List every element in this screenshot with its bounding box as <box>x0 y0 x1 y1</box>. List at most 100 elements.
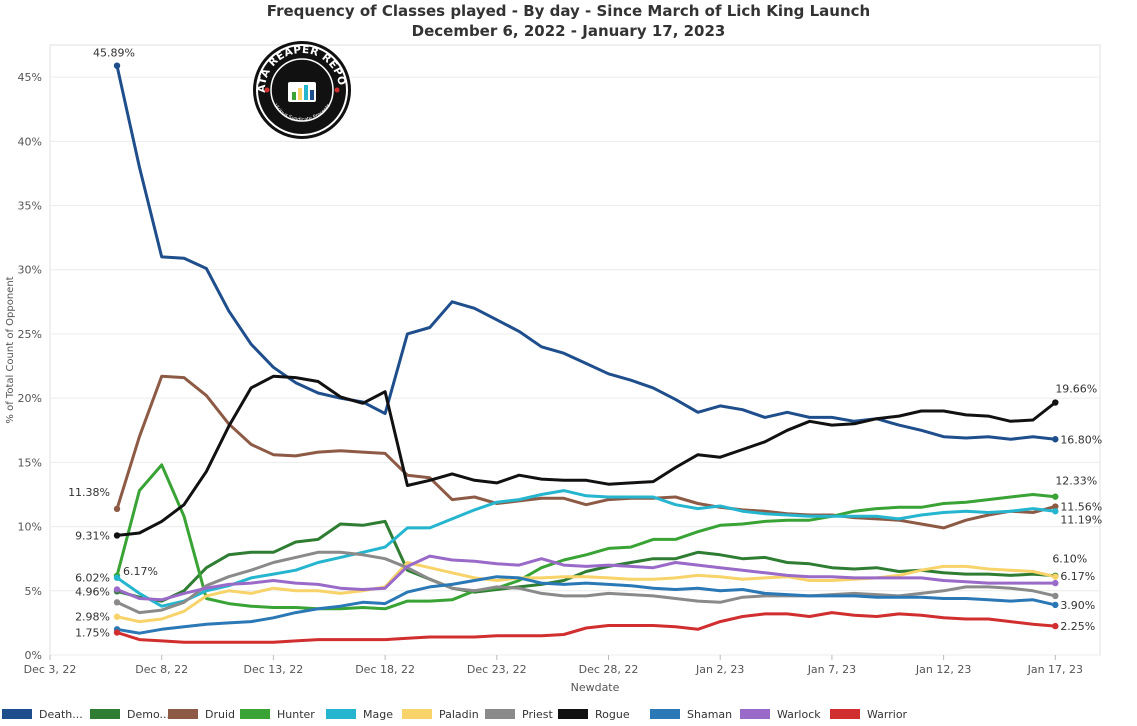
data-label-first: 6.17% <box>123 565 158 578</box>
data-reaper-logo: DATA REAPER REPORT Vicious Syndicate Pre… <box>252 40 351 139</box>
legend-swatch <box>650 709 680 719</box>
legend-swatch <box>168 709 198 719</box>
legend-swatch <box>326 709 356 719</box>
series-line-mage[interactable] <box>115 489 1057 608</box>
y-tick-label: 10% <box>18 521 42 534</box>
series-endpoint-shaman[interactable] <box>1052 601 1059 609</box>
legend-item[interactable]: Mage <box>326 704 393 724</box>
x-tick-label: Jan 17, 23 <box>1027 663 1083 676</box>
series-endpoint-rogue[interactable] <box>1052 399 1059 406</box>
y-axis-label: % of Total Count of Opponent <box>5 276 16 423</box>
x-tick-label: Jan 2, 23 <box>695 663 744 676</box>
series-line-druid[interactable] <box>115 374 1057 530</box>
series-endpoint-mage[interactable] <box>1052 508 1059 515</box>
series-line-shaman[interactable] <box>115 575 1057 635</box>
legend-label: Priest <box>522 707 553 721</box>
x-tick-label: Jan 12, 23 <box>915 663 971 676</box>
legend: Death... Demo... Druid Hunter Mage Paladin Pri… <box>0 704 1137 724</box>
legend-label: Shaman <box>687 707 733 721</box>
series-line-demo[interactable] <box>115 519 1057 603</box>
legend-label: Druid <box>205 707 236 721</box>
data-label-first: 1.75% <box>75 627 110 640</box>
legend-label: Death... <box>39 707 83 721</box>
y-tick-label: 45% <box>18 71 42 84</box>
series-endpoint-paladin[interactable] <box>113 613 121 620</box>
legend-label: Hunter <box>277 707 315 721</box>
legend-item[interactable]: Paladin <box>402 704 479 724</box>
legend-label: Warlock <box>777 707 821 721</box>
legend-label: Demo... <box>127 707 170 721</box>
x-axis-label: Newdate <box>571 681 620 694</box>
legend-label: Warrior <box>867 707 908 721</box>
series-endpoint-priest[interactable] <box>1052 592 1059 600</box>
x-tick-label: Dec 28, 22 <box>579 663 639 676</box>
y-tick-label: 40% <box>18 135 42 148</box>
y-tick-label: 5% <box>25 585 42 598</box>
legend-swatch <box>830 709 860 719</box>
series-line-hunter[interactable] <box>115 463 1057 611</box>
series-endpoint-druid[interactable] <box>1052 503 1059 510</box>
legend-item[interactable]: Shaman <box>650 704 732 724</box>
x-tick-label: Dec 18, 22 <box>355 663 415 676</box>
data-label-last: 3.90% <box>1060 599 1095 612</box>
plot-frame <box>49 44 1101 656</box>
series-endpoint-druid[interactable] <box>113 505 121 513</box>
series-group <box>115 64 1057 644</box>
series-endpoint-warrior[interactable] <box>113 629 121 636</box>
series-line-paladin[interactable] <box>115 561 1057 624</box>
x-tick-label: Jan 7, 23 <box>807 663 856 676</box>
series-line-warlock[interactable] <box>115 554 1057 602</box>
legend-item[interactable]: Hunter <box>240 704 315 724</box>
data-label-last: 12.33% <box>1055 475 1097 488</box>
data-label-first: 11.38% <box>68 486 110 499</box>
series-endpoint-warlock[interactable] <box>1052 579 1059 587</box>
series-endpoint-hunter[interactable] <box>1052 493 1059 500</box>
y-tick-label: 15% <box>18 456 42 469</box>
y-tick-label: 20% <box>18 392 42 405</box>
x-tick-label: Dec 3, 22 <box>24 663 77 676</box>
legend-swatch <box>90 709 120 719</box>
legend-item[interactable]: Warrior <box>830 704 907 724</box>
legend-swatch <box>402 709 432 719</box>
data-label-last: 16.80% <box>1060 433 1102 446</box>
legend-swatch <box>740 709 770 719</box>
x-tick-label: Dec 8, 22 <box>135 663 188 676</box>
data-label-first: 2.98% <box>75 611 110 624</box>
legend-swatch <box>485 709 515 719</box>
y-tick-label: 35% <box>18 200 42 213</box>
series-endpoint-warrior[interactable] <box>1052 622 1059 630</box>
chart-subtitle: December 6, 2022 - January 17, 2023 <box>411 22 726 40</box>
legend-item[interactable]: Demo... <box>90 704 170 724</box>
series-line-warrior[interactable] <box>115 611 1057 644</box>
series-endpoint-rogue[interactable] <box>113 532 121 539</box>
chart-title: Frequency of Classes played - By day - S… <box>266 2 871 20</box>
series-endpoint-death[interactable] <box>1052 436 1059 443</box>
series-endpoint-mage[interactable] <box>113 574 121 581</box>
data-label-last: 11.19% <box>1060 513 1102 526</box>
series-endpoint-death[interactable] <box>113 62 121 69</box>
legend-swatch <box>558 709 588 719</box>
y-tick-label: 25% <box>18 328 42 341</box>
x-tick-label: Dec 23, 22 <box>467 663 527 676</box>
y-tick-label: 30% <box>18 264 42 277</box>
data-label-last: 19.66% <box>1055 383 1097 396</box>
data-label-last: 11.56% <box>1060 501 1102 514</box>
series-endpoint-priest[interactable] <box>113 599 121 606</box>
legend-swatch <box>2 709 32 719</box>
data-label-first: 4.96% <box>75 585 110 598</box>
x-tick-label: Dec 13, 22 <box>244 663 304 676</box>
data-label-last: 6.17% <box>1060 570 1095 583</box>
series-line-rogue[interactable] <box>115 374 1057 537</box>
legend-swatch <box>240 709 270 719</box>
data-label-last: 6.10% <box>1052 553 1087 566</box>
legend-item[interactable]: Priest <box>485 704 553 724</box>
y-tick-label: 0% <box>25 649 42 662</box>
legend-item[interactable]: Death... <box>2 704 83 724</box>
legend-item[interactable]: Rogue <box>558 704 630 724</box>
legend-item[interactable]: Warlock <box>740 704 821 724</box>
series-endpoint-paladin[interactable] <box>1052 573 1059 580</box>
legend-item[interactable]: Druid <box>168 704 235 724</box>
series-endpoint-warlock[interactable] <box>113 586 121 593</box>
series-line-death[interactable] <box>115 64 1057 441</box>
legend-label: Paladin <box>439 707 479 721</box>
